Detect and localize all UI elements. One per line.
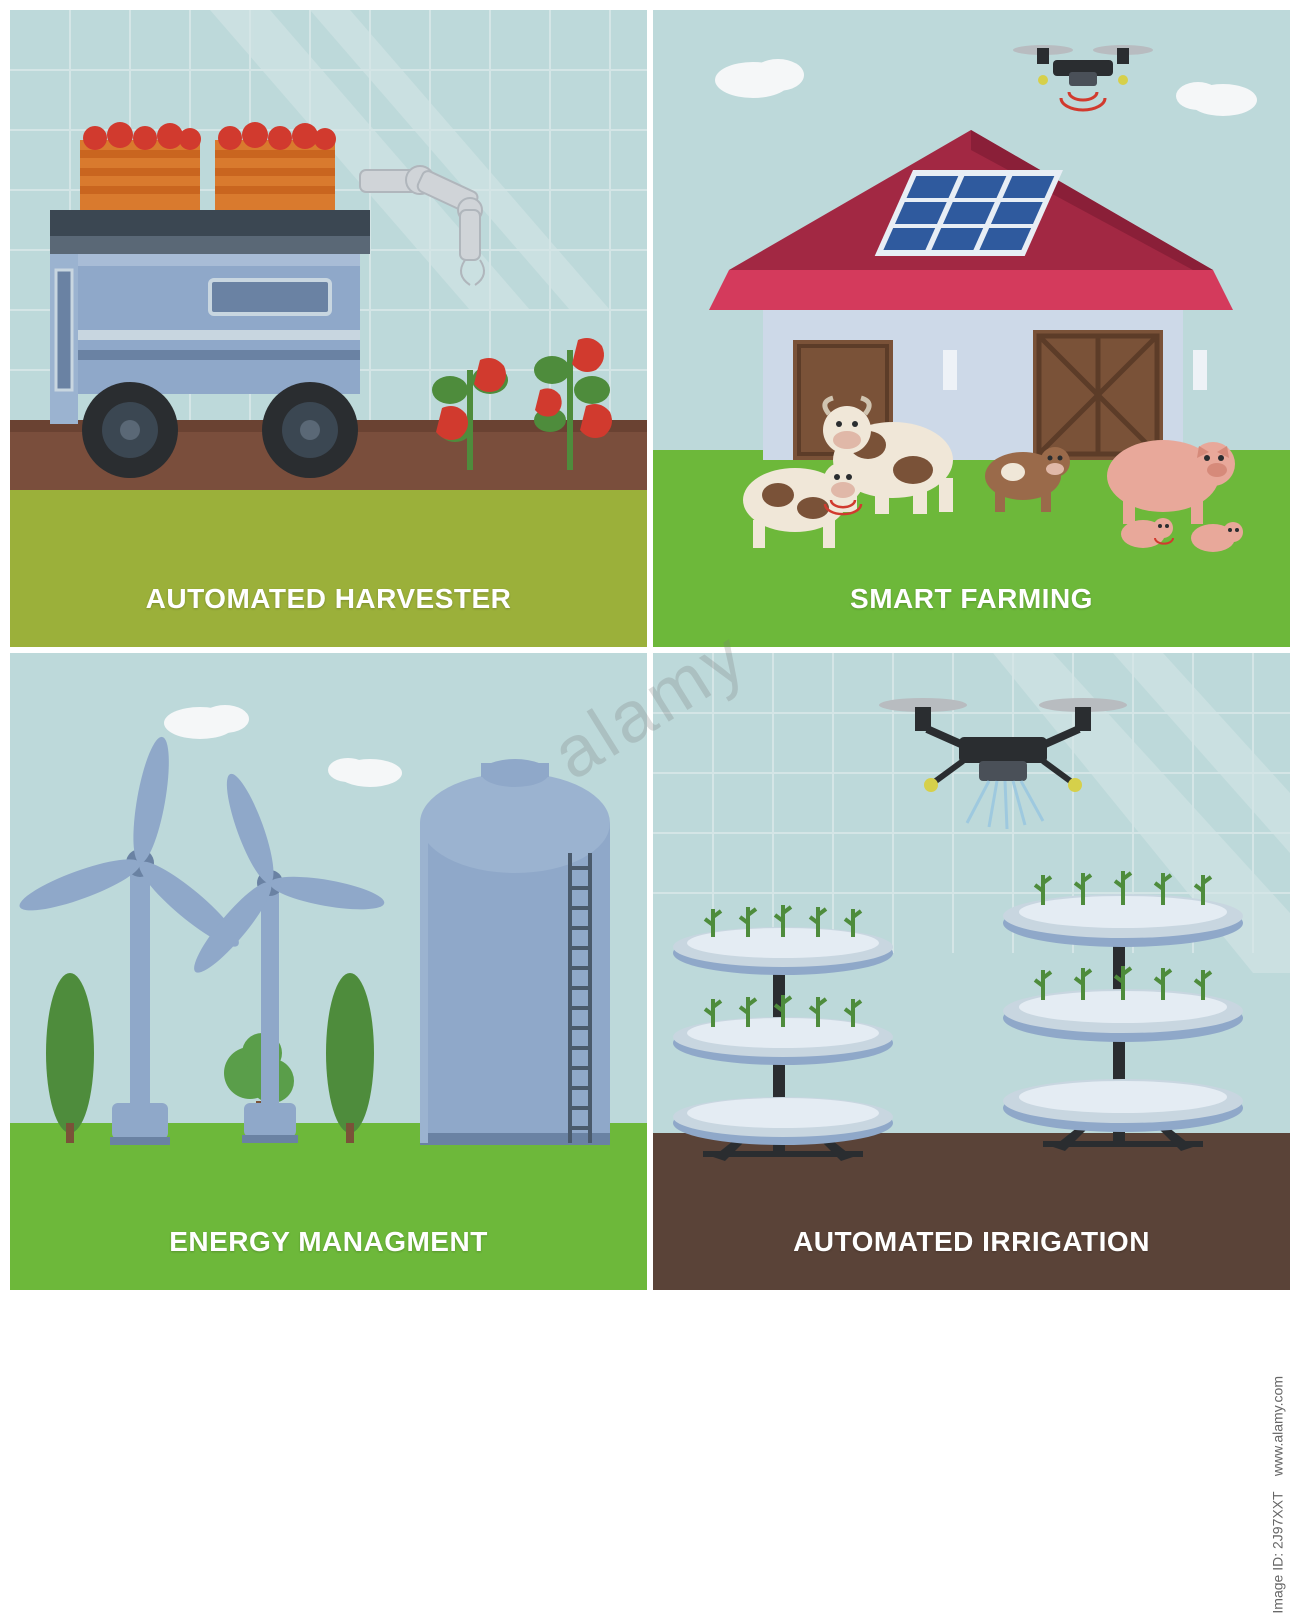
panel-energy-management: ENERGY MANAGMENT [10, 653, 647, 1290]
energy-illustration [10, 653, 647, 1290]
panel-automated-harvester: AUTOMATED HARVESTER [10, 10, 647, 647]
infographic-grid: AUTOMATED HARVESTER [10, 10, 1290, 1290]
credit-url: www.alamy.com [1270, 1376, 1286, 1476]
credit-id: Image ID: 2J97XXT [1270, 1492, 1286, 1614]
harvester-illustration [10, 10, 647, 647]
panel-smart-farming: SMART FARMING [653, 10, 1290, 647]
panel-automated-irrigation: AUTOMATED IRRIGATION [653, 653, 1290, 1290]
caption-irrigation: AUTOMATED IRRIGATION [653, 1226, 1290, 1290]
caption-harvester: AUTOMATED HARVESTER [10, 583, 647, 647]
irrigation-illustration [653, 653, 1290, 1290]
caption-energy: ENERGY MANAGMENT [10, 1226, 647, 1290]
farming-illustration [653, 10, 1290, 647]
credit-block: Image ID: 2J97XXT www.alamy.com [1266, 1076, 1286, 1376]
caption-farming: SMART FARMING [653, 583, 1290, 647]
